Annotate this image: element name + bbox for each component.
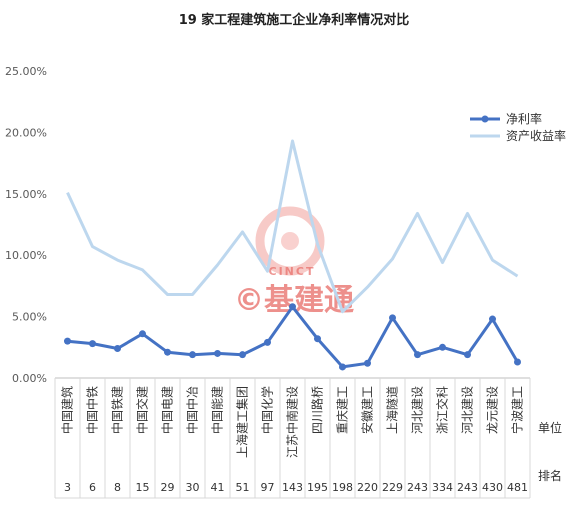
category-label: 安徽建工 [360,386,375,434]
watermark-text: ©基建通 [234,283,354,318]
x-axis [54,377,531,499]
series-point [464,351,471,359]
watermark-brand: CINCT [269,265,316,278]
series-layer [64,139,521,371]
rank-value: 243 [457,481,478,494]
series-point [239,351,246,359]
rank-value: 3 [64,481,71,494]
category-label: 河北建设 [461,386,475,434]
rank-value: 30 [186,481,200,494]
category-label: 浙江交科 [435,386,450,434]
rank-value: 15 [136,481,150,494]
y-axis: 0.00% 5.00% 10.00% 15.00% 20.00% 25.00% [5,65,47,385]
series-point [364,359,371,367]
series-point [314,335,321,343]
rank-value: 243 [407,481,428,494]
rank-value: 220 [357,481,378,494]
rank-value: 41 [211,481,225,494]
category-label: 中国建筑 [60,386,75,434]
y-tick-label: 0.00% [12,372,47,385]
category-label: 中国中铁 [85,386,100,434]
rank-value: 6 [89,481,96,494]
series-point [339,363,346,371]
y-tick-label: 20.00% [5,126,47,139]
watermark-dot-icon [281,232,299,250]
series-point [189,351,196,359]
rank-value: 334 [432,481,453,494]
category-label: 上海建工集团 [235,386,250,458]
watermark-logo: CINCT ©基建通 [234,206,354,318]
series-point [64,337,71,345]
category-label: 中国铁建 [110,386,125,434]
series-point [514,358,521,366]
unit-label: 单位 [538,420,562,435]
category-label: 中国化学 [260,386,275,434]
legend-marker [481,115,489,123]
rank-label: 排名 [538,468,562,483]
category-label: 宁波建工 [510,386,525,434]
rank-value: 29 [161,481,175,494]
chart-title: 19 家工程建筑施工企业净利率情况对比 [179,12,410,28]
rank-value: 97 [261,481,275,494]
category-label: 中国能建 [210,386,225,434]
rank-value: 430 [482,481,503,494]
category-label: 四川路桥 [310,386,325,434]
rank-value: 195 [307,481,328,494]
series-point [289,303,296,311]
y-tick-label: 25.00% [5,65,47,78]
rank-labels: 3 6 8 15 29 30 41 51 97 143 195 198 220 229 243 334 243 4… [64,481,528,494]
series-point [264,338,271,346]
category-label: 中国电建 [160,386,175,434]
category-label: 河北建设 [411,386,425,434]
category-label: 上海隧道 [385,386,400,434]
rank-value: 8 [114,481,121,494]
y-tick-label: 5.00% [12,311,47,324]
rank-value: 51 [236,481,250,494]
category-label: 江苏中南建设 [285,386,300,458]
rank-value: 143 [282,481,303,494]
series-point [89,340,96,348]
rank-value: 481 [507,481,528,494]
series-point [214,349,221,357]
series-point [139,330,146,338]
category-labels: 中国建筑 中国中铁 中国铁建 中国交建 中国电建 中国中冶 中国能建 上海建工集团 中国化学 江苏… [60,386,525,458]
rank-value: 229 [382,481,403,494]
category-label: 中国交建 [135,386,150,434]
series-point [439,343,446,351]
legend-entry: 净利率 [506,111,542,126]
series-point [389,314,396,322]
series-point [114,345,121,353]
rank-value: 198 [332,481,353,494]
category-label: 重庆建工 [336,386,350,434]
series-point [414,351,421,359]
category-label: 龙元建设 [486,386,500,434]
y-tick-label: 15.00% [5,188,47,201]
series-point [164,348,171,356]
series-line [66,139,519,314]
y-tick-label: 10.00% [5,249,47,262]
category-label: 中国中冶 [185,386,200,434]
legend-entry: 资产收益率 [506,128,566,143]
watermark-ring-icon [255,206,325,276]
series-point [489,315,496,323]
